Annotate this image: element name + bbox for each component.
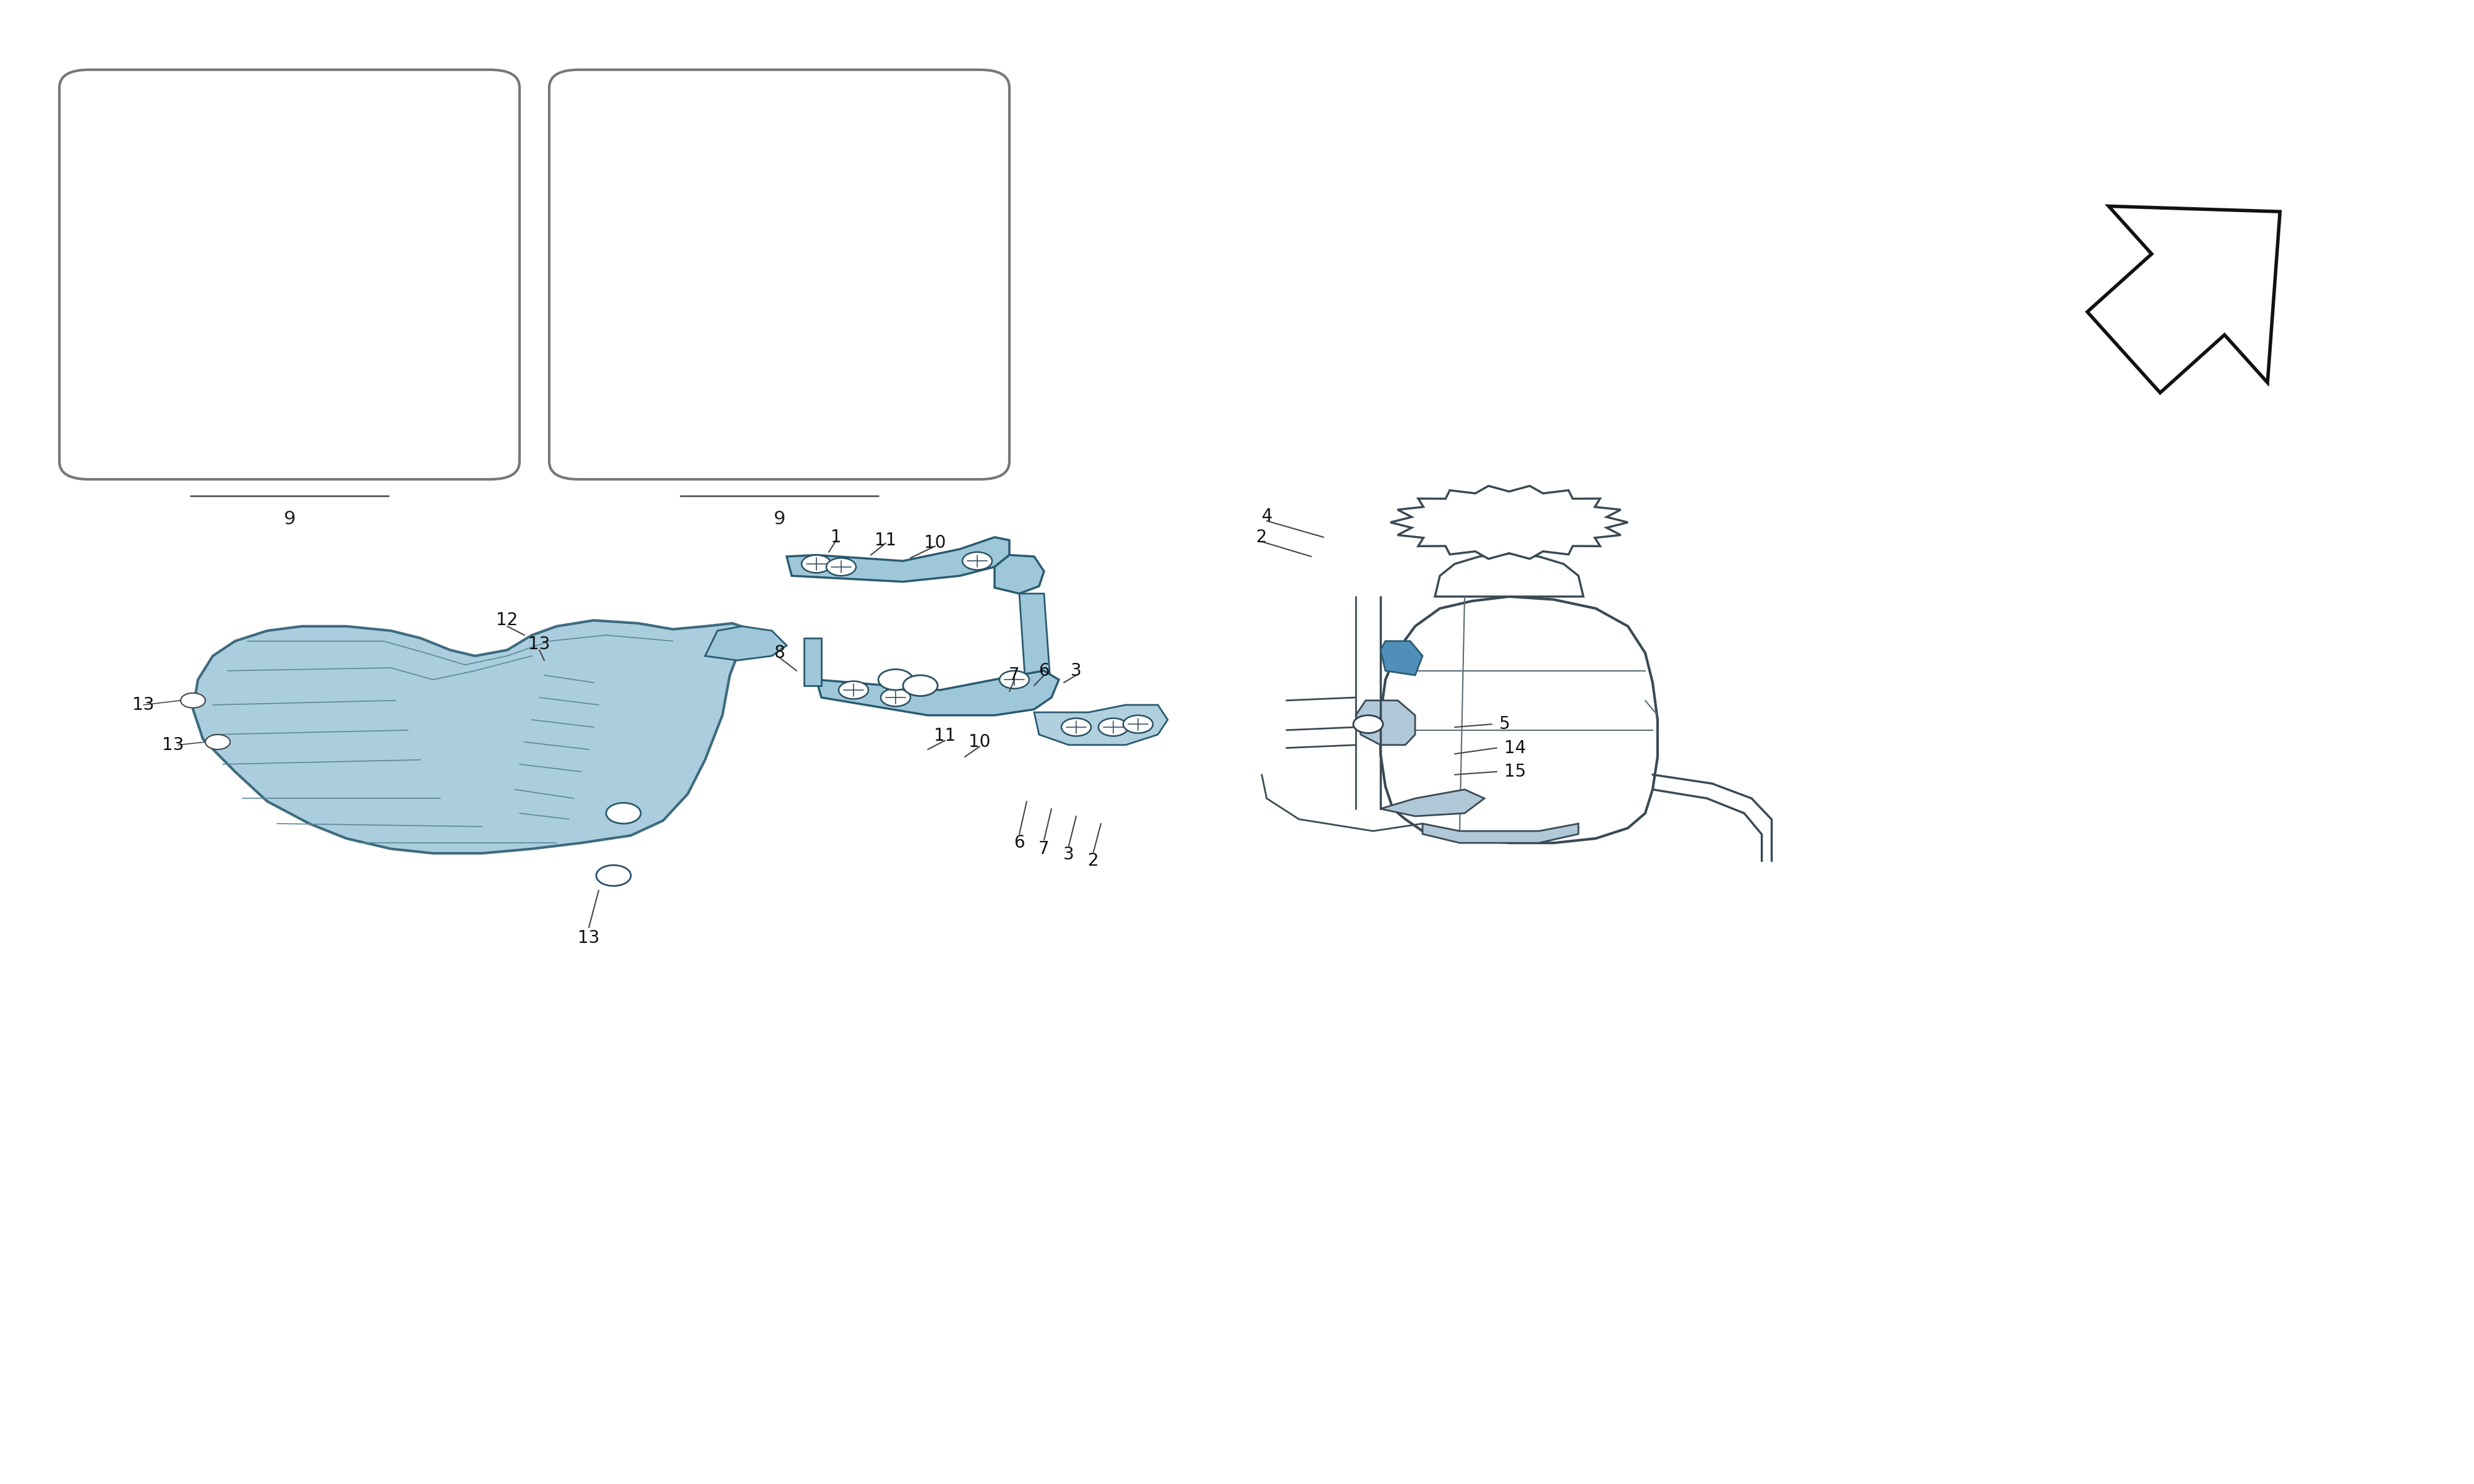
Polygon shape [1356,700,1415,745]
Text: 6: 6 [1039,662,1049,680]
Circle shape [826,558,856,576]
Polygon shape [143,96,235,145]
Text: 1: 1 [831,528,841,546]
Polygon shape [816,671,1059,715]
Text: 13: 13 [579,929,599,947]
Circle shape [181,693,205,708]
Text: 8: 8 [774,644,784,662]
Text: 6: 6 [1014,834,1024,852]
Text: 2: 2 [1089,852,1098,870]
Circle shape [633,261,653,273]
Polygon shape [1380,641,1423,675]
Text: 7: 7 [1009,666,1019,684]
Polygon shape [1390,485,1628,559]
Circle shape [606,803,641,824]
Circle shape [596,865,631,886]
Circle shape [1098,718,1128,736]
FancyBboxPatch shape [59,70,520,479]
Text: 4: 4 [1262,508,1272,525]
Circle shape [881,689,910,706]
Polygon shape [193,620,755,853]
Circle shape [591,178,611,190]
Circle shape [839,681,868,699]
Polygon shape [1423,824,1578,843]
Circle shape [1353,715,1383,733]
Circle shape [205,735,230,749]
Polygon shape [705,626,787,660]
Polygon shape [1380,789,1484,816]
Polygon shape [1380,597,1658,843]
Polygon shape [1019,594,1051,703]
Text: 7: 7 [1039,840,1049,858]
FancyBboxPatch shape [549,70,1009,479]
Circle shape [878,669,913,690]
Polygon shape [995,555,1044,594]
Text: 9: 9 [285,510,294,528]
Polygon shape [1435,554,1583,597]
Polygon shape [688,92,779,142]
Text: 14: 14 [1504,739,1526,757]
Text: 15: 15 [1504,763,1526,781]
Circle shape [1123,715,1153,733]
Polygon shape [804,638,821,686]
Polygon shape [218,166,317,220]
Text: 3: 3 [1071,662,1081,680]
Circle shape [802,555,831,573]
Circle shape [999,671,1029,689]
Polygon shape [2088,206,2281,393]
Polygon shape [886,226,977,279]
Text: 12: 12 [497,611,517,629]
Text: 11: 11 [935,727,955,745]
Circle shape [1061,718,1091,736]
Circle shape [609,217,628,229]
Polygon shape [1034,705,1168,745]
Text: 13: 13 [134,696,153,714]
Text: 3: 3 [1064,846,1074,864]
Text: 2: 2 [1257,528,1267,546]
Text: 13: 13 [529,635,549,653]
Circle shape [114,194,134,206]
Text: 5: 5 [1499,715,1509,733]
Polygon shape [787,537,1009,582]
Text: 9: 9 [774,510,784,528]
Text: 13: 13 [163,736,183,754]
Text: 10: 10 [970,733,990,751]
Circle shape [962,552,992,570]
Circle shape [158,257,178,269]
Polygon shape [787,156,878,208]
Text: 10: 10 [925,534,945,552]
Text: 11: 11 [876,531,896,549]
Circle shape [134,224,153,236]
Circle shape [903,675,938,696]
